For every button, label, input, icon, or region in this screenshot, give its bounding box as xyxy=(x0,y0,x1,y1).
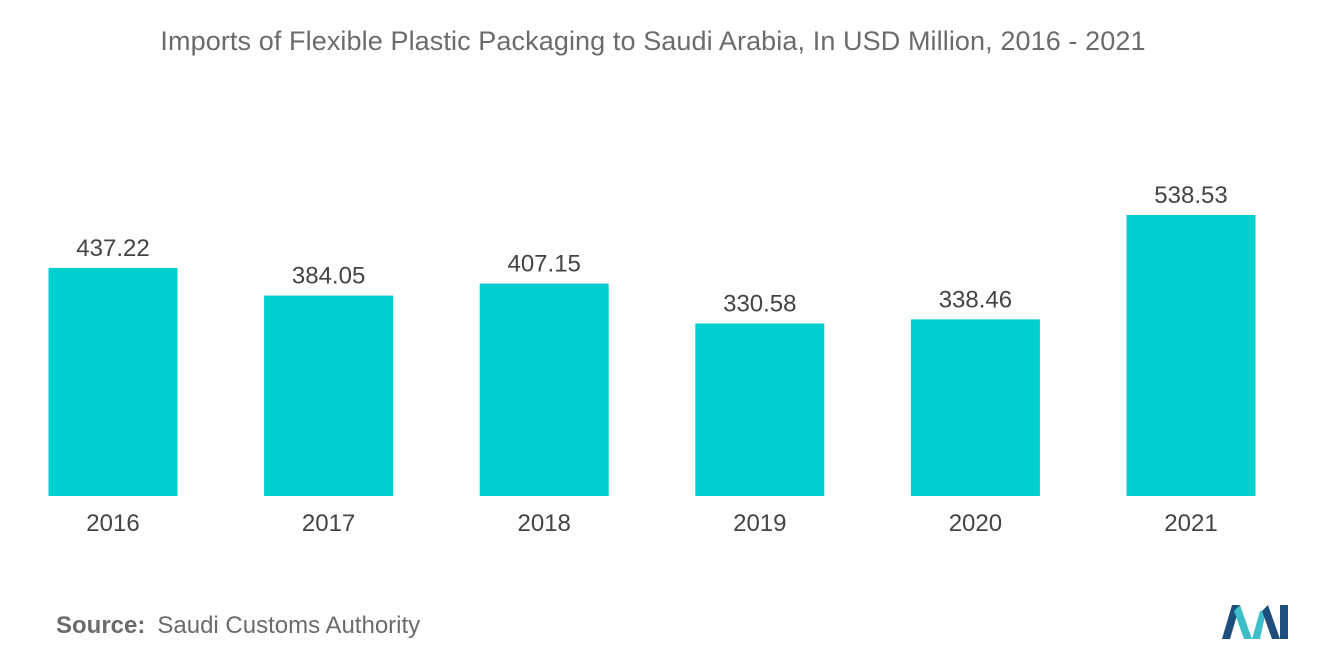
source-label: Source: xyxy=(56,612,146,639)
value-label-2018: 407.15 xyxy=(507,251,580,278)
value-label-2020: 338.46 xyxy=(939,286,1012,313)
x-tick-label-2021: 2021 xyxy=(1164,510,1217,537)
bar-2018 xyxy=(479,283,609,496)
x-tick-label-2018: 2018 xyxy=(518,510,571,537)
value-labels-layer: 437.22 384.05 407.15 330.58 338.46 538.53 xyxy=(76,182,1227,318)
bar-2021 xyxy=(1126,215,1256,496)
bar-2017 xyxy=(264,295,394,496)
source-text: Saudi Customs Authority xyxy=(157,612,421,639)
source-line: Source: Saudi Customs Authority xyxy=(56,612,420,640)
value-label-2016: 437.22 xyxy=(76,235,149,262)
x-tick-label-2019: 2019 xyxy=(733,510,786,537)
bars-layer xyxy=(48,215,1256,496)
bar-2019 xyxy=(695,323,825,496)
value-label-2021: 538.53 xyxy=(1154,182,1227,209)
x-tick-label-2020: 2020 xyxy=(949,510,1002,537)
x-tick-label-2017: 2017 xyxy=(302,510,355,537)
brand-logo-icon xyxy=(1222,605,1288,639)
x-tick-label-2016: 2016 xyxy=(86,510,139,537)
bar-2020 xyxy=(910,319,1040,496)
bar-2016 xyxy=(48,267,178,496)
x-tick-labels-layer: 2016 2017 2018 2019 2020 2021 xyxy=(86,510,1217,537)
value-label-2017: 384.05 xyxy=(292,263,365,290)
value-label-2019: 330.58 xyxy=(723,291,796,318)
chart-title: Imports of Flexible Plastic Packaging to… xyxy=(160,26,1146,56)
